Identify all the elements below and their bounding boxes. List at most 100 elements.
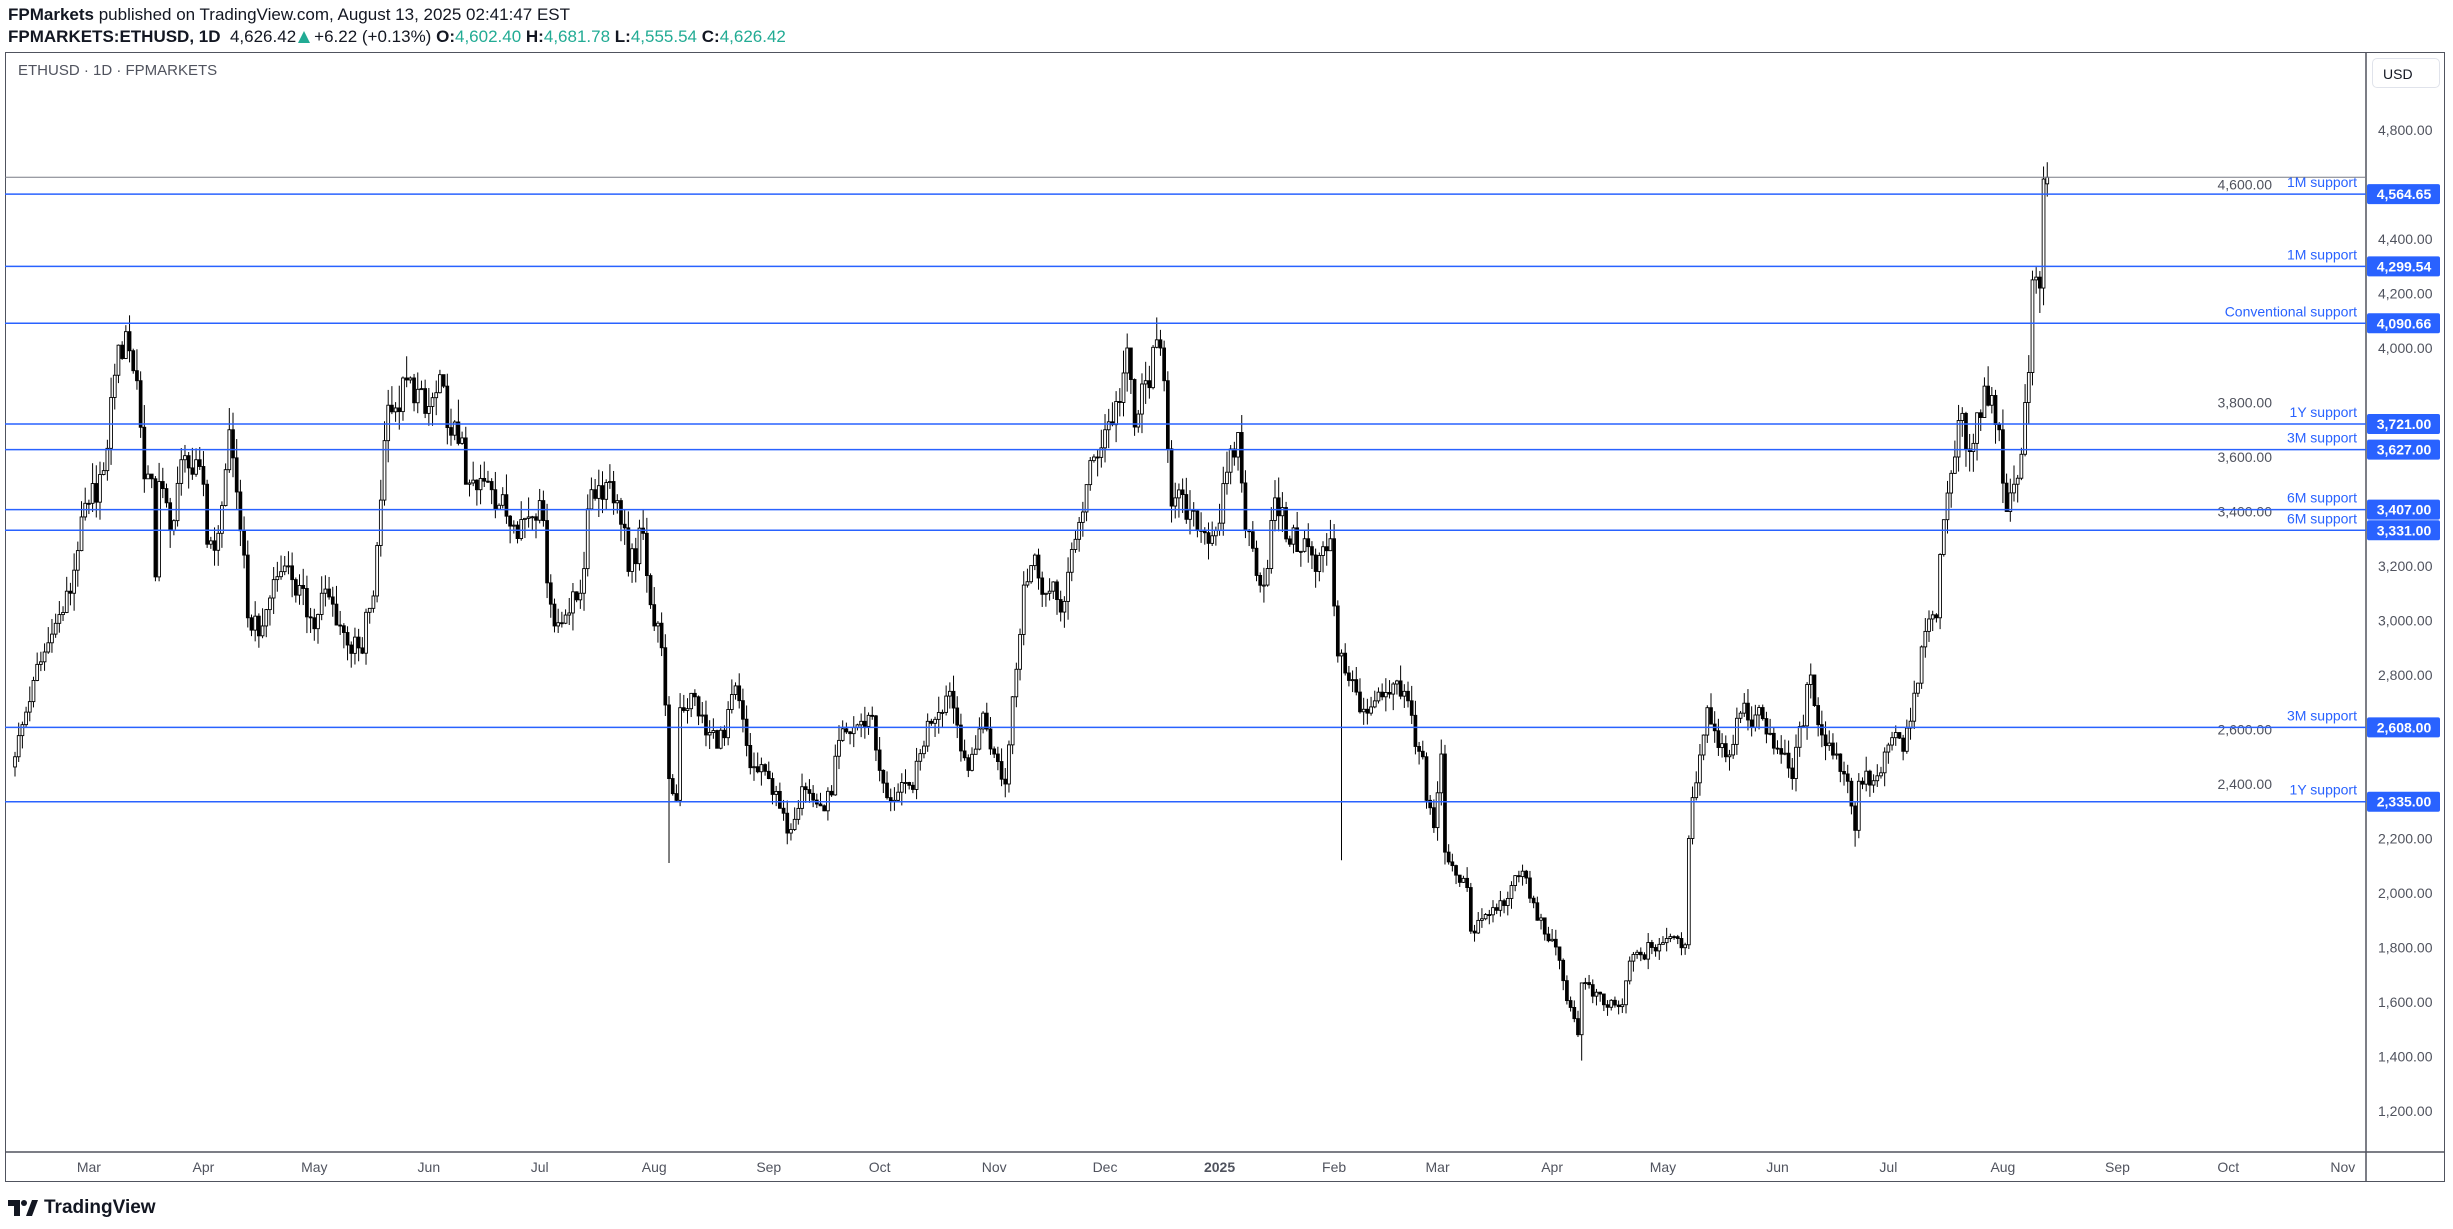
candle-down <box>1823 734 1828 747</box>
candle-down <box>1771 732 1776 749</box>
candle-down <box>1258 575 1263 586</box>
candle-up <box>940 711 945 714</box>
candle-up <box>678 707 682 801</box>
candle-up <box>1228 448 1233 473</box>
candle-up <box>401 377 405 413</box>
currency-button[interactable]: USD <box>2372 58 2440 88</box>
candle-up <box>1483 914 1488 920</box>
time-tick-label: Mar <box>77 1159 101 1175</box>
candle-up <box>1121 372 1126 403</box>
candle-down <box>959 724 963 752</box>
price-tick-label: 3,600.00 <box>2218 449 2273 465</box>
candle-up <box>2030 279 2035 373</box>
candle-down <box>489 481 494 491</box>
candle-up <box>530 516 535 519</box>
candle-up <box>1140 383 1144 415</box>
candle-down <box>327 588 331 598</box>
price-badge-label: 2,335.00 <box>2377 794 2432 810</box>
candle-up <box>1402 690 1407 697</box>
candle-down <box>1354 679 1359 693</box>
support-label: 3M support <box>2287 707 2357 723</box>
candle-down <box>205 483 209 545</box>
candle-up <box>936 712 941 720</box>
candle-up <box>13 756 17 768</box>
candle-down <box>1831 742 1835 756</box>
candle-up <box>1742 702 1747 714</box>
candle-down <box>1239 432 1244 484</box>
candle-down <box>1147 380 1152 389</box>
candle-down <box>1531 897 1536 904</box>
candle-down <box>674 793 679 801</box>
candle-down <box>1420 750 1425 758</box>
candle-down <box>1964 412 1968 450</box>
candle-down <box>996 753 1000 762</box>
candle-up <box>1953 456 1957 474</box>
candle-up <box>1930 614 1935 620</box>
support-label: 6M support <box>2287 490 2357 506</box>
price-tick-label: 1,400.00 <box>2378 1049 2433 1065</box>
candle-down <box>593 489 597 499</box>
candle-up <box>393 407 398 413</box>
candle-down <box>1679 938 1684 949</box>
candle-down <box>1775 747 1780 750</box>
candle-down <box>885 782 889 799</box>
price-badge-label: 2,608.00 <box>2377 719 2432 735</box>
candle-down <box>445 385 450 429</box>
candle-down <box>1165 380 1170 450</box>
candle-down <box>338 624 343 627</box>
candle-up <box>216 532 221 551</box>
candle-up <box>1435 792 1440 829</box>
candle-down <box>1095 456 1100 459</box>
candle-up <box>101 470 106 475</box>
open-value: 4,602.40 <box>454 27 522 46</box>
candle-up <box>1372 700 1377 708</box>
support-label: 6M support <box>2287 510 2357 526</box>
candle-up <box>1010 696 1015 746</box>
candle-up <box>1265 568 1270 586</box>
candle-up <box>57 614 62 624</box>
candle-up <box>1439 753 1444 794</box>
candle-down <box>482 477 487 482</box>
candle-up <box>382 440 387 501</box>
chart-pane[interactable] <box>5 52 2445 1182</box>
candle-up <box>922 745 926 755</box>
candle-down <box>1845 773 1850 782</box>
brand-name: TradingView <box>44 1197 156 1218</box>
candle-down <box>755 766 760 773</box>
candle-up <box>264 609 269 627</box>
candle-down <box>1901 737 1905 752</box>
candle-up <box>1989 395 1994 406</box>
candle-up <box>408 377 413 381</box>
candle-up <box>1912 692 1917 722</box>
candle-down <box>231 429 235 459</box>
candle-down <box>1180 489 1185 496</box>
candle-up <box>1609 999 1614 1008</box>
candle-down <box>1790 767 1795 780</box>
candle-down <box>164 488 169 504</box>
price-tick-label: 4,400.00 <box>2378 231 2433 247</box>
price-badge <box>2367 791 2440 812</box>
candle-up <box>933 718 937 724</box>
candle-up <box>371 595 376 609</box>
candle-up <box>918 753 923 762</box>
candle-down <box>1487 914 1492 916</box>
candle-down <box>249 617 254 631</box>
candle-up <box>1768 732 1772 735</box>
candle-up <box>1214 530 1218 537</box>
candle-up <box>1210 535 1215 544</box>
candle-up <box>1908 720 1913 729</box>
candle-down <box>1287 538 1292 545</box>
price-badge-label: 4,299.54 <box>2377 258 2432 274</box>
candle-up <box>1236 432 1240 458</box>
candle-up <box>75 550 80 571</box>
tradingview-logo[interactable]: TradingView <box>8 1197 156 1219</box>
candle-up <box>537 500 542 521</box>
candle-up <box>172 520 176 532</box>
high-value: 4,681.78 <box>543 27 611 46</box>
candle-down <box>848 731 852 735</box>
candle-down <box>504 494 509 517</box>
candle-up <box>1173 497 1178 507</box>
candle-down <box>955 707 960 726</box>
price-badge <box>2367 520 2440 541</box>
